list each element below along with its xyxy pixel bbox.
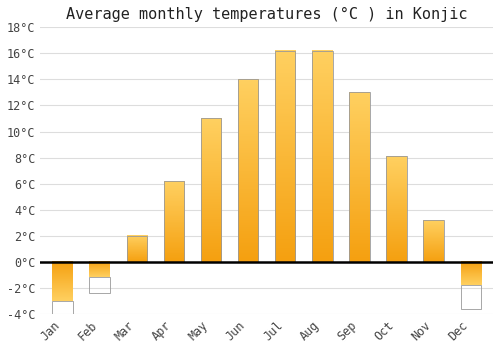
Bar: [460, 285, 481, 309]
Bar: [201, 119, 221, 262]
Bar: [126, 236, 147, 262]
Bar: [90, 278, 110, 293]
Title: Average monthly temperatures (°C ) in Konjic: Average monthly temperatures (°C ) in Ko…: [66, 7, 468, 22]
Bar: [424, 220, 444, 262]
Bar: [164, 181, 184, 262]
Bar: [350, 92, 370, 262]
Bar: [238, 79, 258, 262]
Bar: [386, 156, 407, 262]
Bar: [52, 301, 73, 340]
Bar: [312, 51, 332, 262]
Bar: [275, 51, 295, 262]
